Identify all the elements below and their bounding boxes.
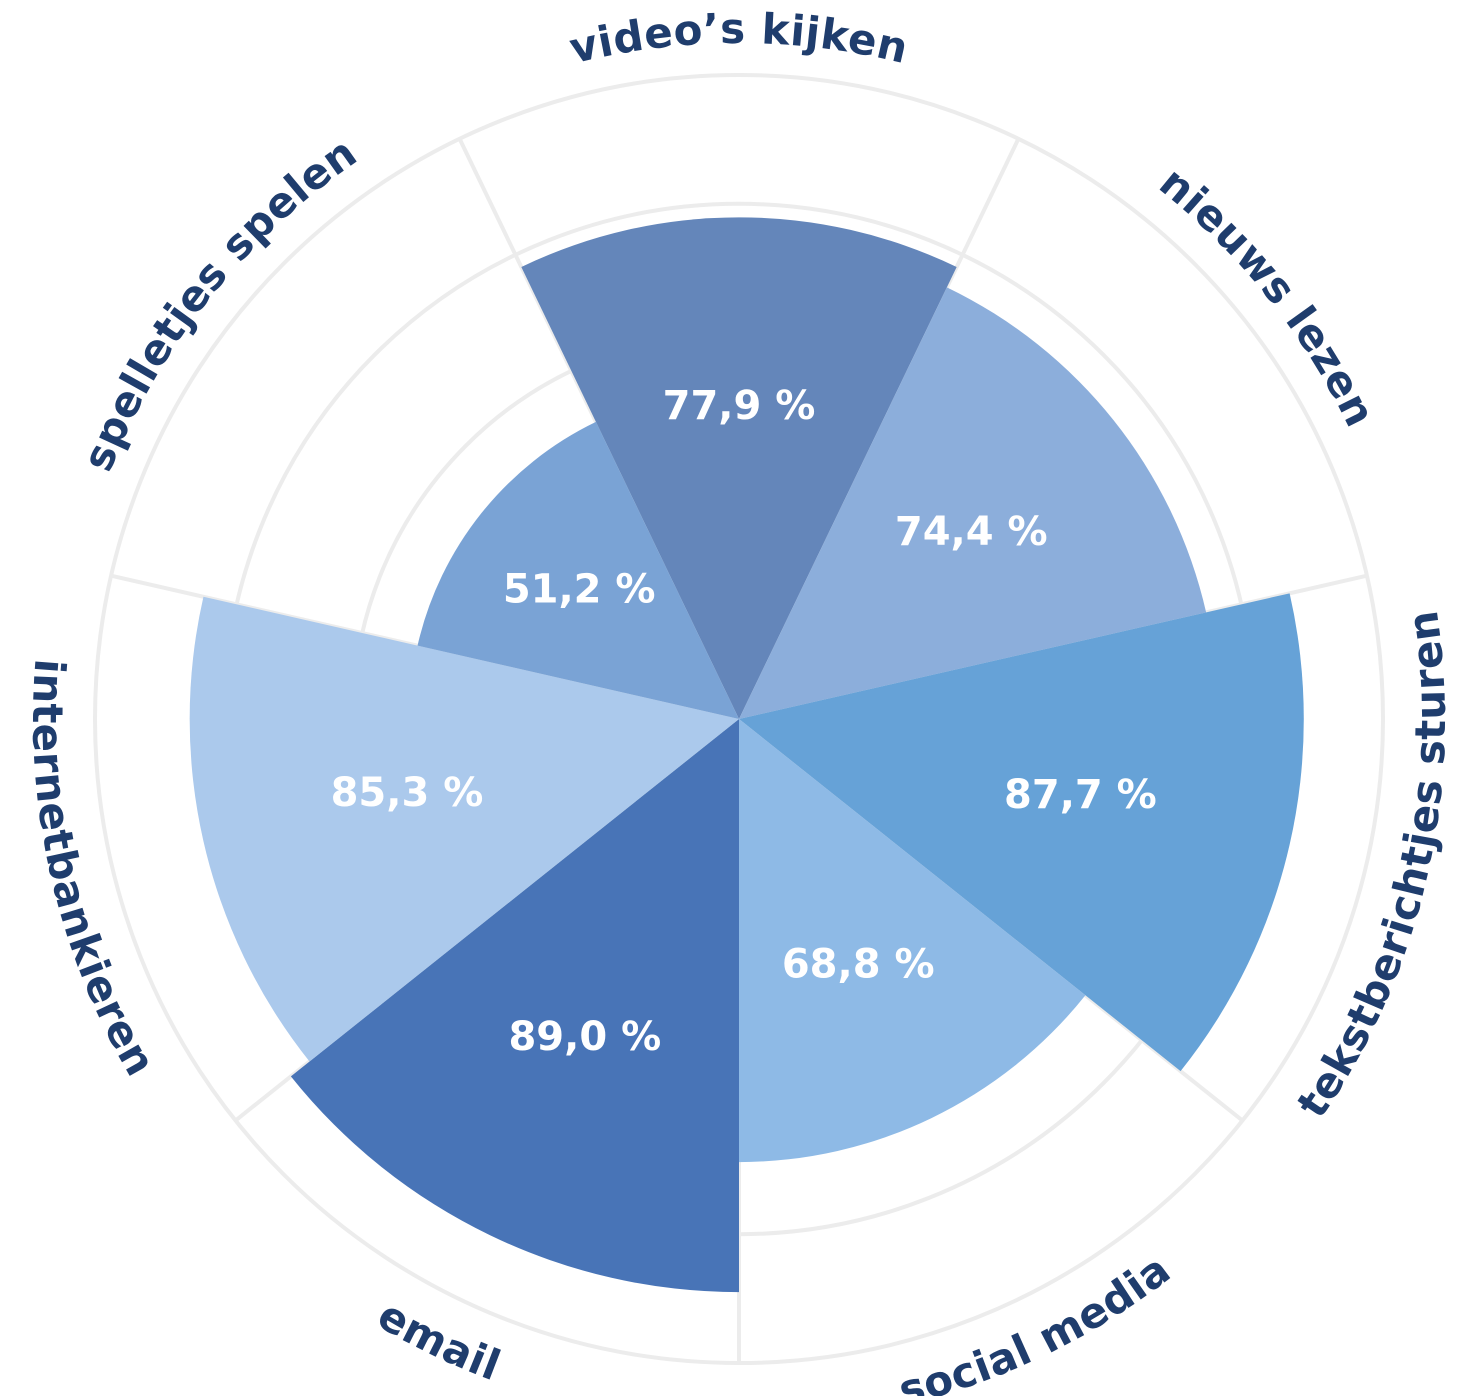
sector-social-media [739, 719, 1086, 1163]
sector-internetbankieren [189, 596, 740, 1062]
sector-nieuws-lezen [739, 287, 1207, 719]
sector-spelletjes-spelen [417, 421, 739, 719]
sectors [189, 217, 1304, 1293]
value-label-social-media: 68,8 % [782, 942, 935, 988]
value-label-internetbankieren: 85,3 % [331, 770, 484, 816]
category-label-tekstberichtjes-sturen: tekstberichtjes sturen [1287, 608, 1455, 1127]
value-label-spelletjes-spelen: 51,2 % [503, 567, 656, 613]
sector-video-s-kijken [521, 217, 957, 719]
value-label-video-s-kijken: 77,9 % [663, 383, 816, 429]
value-label-nieuws-lezen: 74,4 % [895, 509, 1048, 555]
value-label-tekstberichtjes-sturen: 87,7 % [1004, 772, 1157, 818]
category-label-email: email [370, 1290, 508, 1390]
category-label-video-s-kijken: video’s kijken [565, 4, 913, 73]
category-label-social-media: social media [894, 1245, 1180, 1396]
value-labels: 77,9 % 74,4 % 87,7 % 68,8 % 89,0 % 85,3 % 51,2… [331, 383, 1157, 1060]
value-label-email: 89,0 % [508, 1014, 661, 1060]
sector-email [290, 719, 739, 1293]
category-label-nieuws-lezen: nieuws lezen [1150, 157, 1385, 434]
sector-tekstberichtjes-sturen [739, 593, 1304, 1072]
category-label-spelletjes-spelen: spelletjes spelen [73, 127, 366, 477]
